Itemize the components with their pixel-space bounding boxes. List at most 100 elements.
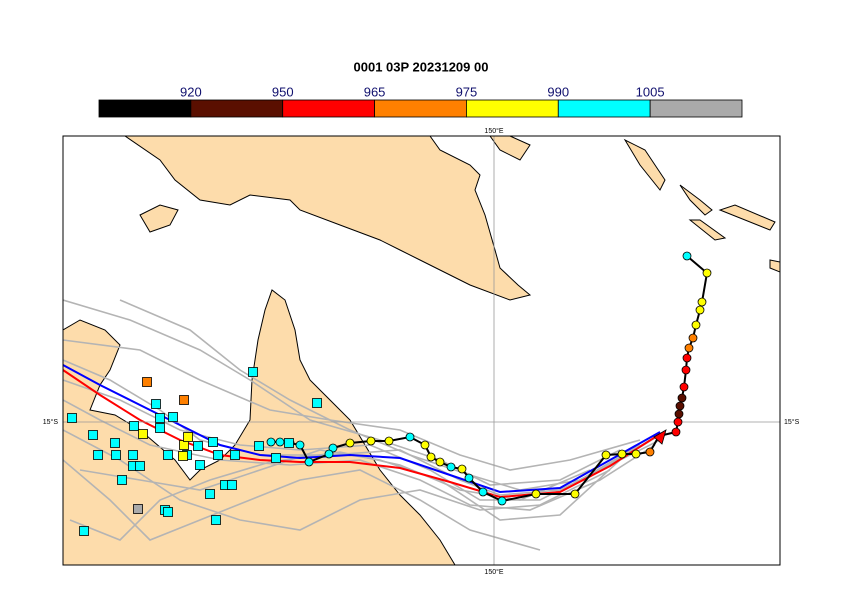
- track-point: [426, 452, 436, 462]
- ensemble-point: [155, 413, 165, 423]
- track-point: [435, 457, 445, 467]
- lat-label-right: 15°S: [784, 418, 800, 426]
- ensemble-point: [211, 515, 221, 525]
- track-point: [457, 464, 467, 474]
- colorbar-segment: [557, 99, 651, 118]
- track-point: [617, 449, 627, 459]
- ensemble-point: [213, 450, 223, 460]
- ensemble-point: [79, 526, 89, 536]
- ensemble-point: [138, 429, 148, 439]
- track-point: [645, 447, 655, 457]
- track-point: [420, 440, 430, 450]
- title: 0001 03P 20231209 00: [354, 59, 489, 74]
- colorbar-label: 990: [547, 84, 569, 99]
- map-frame: [62, 135, 781, 566]
- track-point: [679, 382, 689, 392]
- colorbar-label: 965: [364, 84, 386, 99]
- track-point: [682, 353, 692, 363]
- ensemble-point: [193, 441, 203, 451]
- ensemble-point: [208, 437, 218, 447]
- colorbar: 920 950 965 975 990 1005: [98, 84, 743, 118]
- track-point: [673, 417, 683, 427]
- new-britain: [489, 136, 531, 161]
- track-point: [631, 449, 641, 459]
- ensemble-point: [88, 430, 98, 440]
- ensemble-point: [179, 395, 189, 405]
- track-point: [702, 268, 712, 278]
- ensemble-point: [178, 451, 188, 461]
- colorbar-segment: [649, 99, 743, 118]
- islands-east: [769, 259, 780, 273]
- track-point: [345, 438, 355, 448]
- colorbar-segment: [190, 99, 284, 118]
- ensemble-point: [227, 480, 237, 490]
- ensemble-point: [133, 504, 143, 514]
- track-point: [304, 457, 314, 467]
- ensemble-point: [205, 489, 215, 499]
- ensemble-point: [128, 450, 138, 460]
- track-point: [601, 450, 611, 460]
- new-guinea: [124, 136, 532, 301]
- track-point: [384, 436, 394, 446]
- track-point: [464, 473, 474, 483]
- ensemble-point: [142, 377, 152, 387]
- lon-label-top: 150°E: [484, 127, 503, 135]
- colorbar-label: 920: [180, 84, 202, 99]
- track-point: [682, 251, 692, 261]
- track-point: [478, 487, 488, 497]
- colorbar-label: 975: [456, 84, 478, 99]
- ensemble-point: [135, 461, 145, 471]
- track-point: [405, 432, 415, 442]
- ensemble-point: [284, 438, 294, 448]
- ensemble-point: [183, 432, 193, 442]
- track-point: [674, 409, 684, 419]
- ensemble-point: [111, 450, 121, 460]
- track-start: [653, 429, 667, 445]
- colorbar-segment: [282, 99, 375, 118]
- solomons: [623, 138, 776, 241]
- ensemble-point: [254, 441, 264, 451]
- mean-track-red: [63, 369, 661, 499]
- track-point: [328, 443, 338, 453]
- track-point: [446, 462, 456, 472]
- ensemble-point: [271, 453, 281, 463]
- lon-label-bottom: 150°E: [484, 568, 503, 576]
- ensemble-point: [67, 413, 77, 423]
- track-point: [531, 489, 541, 499]
- track-point: [695, 305, 705, 315]
- ensemble-point: [117, 475, 127, 485]
- colorbar-segment: [466, 99, 559, 118]
- colorbar-segment: [98, 99, 192, 118]
- track-point: [688, 333, 698, 343]
- ensemble-point: [163, 507, 173, 517]
- ensemble-point: [155, 423, 165, 433]
- track-point: [677, 393, 687, 403]
- new-guinea-island: [139, 204, 179, 233]
- colorbar-label: 950: [272, 84, 294, 99]
- ensemble-point: [129, 421, 139, 431]
- lat-label-left: 15°S: [43, 418, 59, 426]
- track-point: [275, 437, 285, 447]
- ensemble-point: [230, 450, 240, 460]
- ensemble-point: [168, 412, 178, 422]
- track-point: [295, 440, 305, 450]
- track-point: [675, 401, 685, 411]
- ensemble-point: [93, 450, 103, 460]
- ensemble-point: [248, 367, 258, 377]
- ensemble-point: [163, 450, 173, 460]
- ensemble-point: [110, 438, 120, 448]
- track-point: [681, 365, 691, 375]
- ensemble-point: [312, 398, 322, 408]
- track-point: [684, 343, 694, 353]
- track-point: [691, 320, 701, 330]
- ensemble-points: [67, 367, 322, 536]
- colorbar-segment: [374, 99, 467, 118]
- track-point: [497, 496, 507, 506]
- track-point: [324, 449, 334, 459]
- track-point: [570, 489, 580, 499]
- map-area: [63, 136, 780, 565]
- track-point: [266, 437, 276, 447]
- track-point: [697, 297, 707, 307]
- track-point: [366, 436, 376, 446]
